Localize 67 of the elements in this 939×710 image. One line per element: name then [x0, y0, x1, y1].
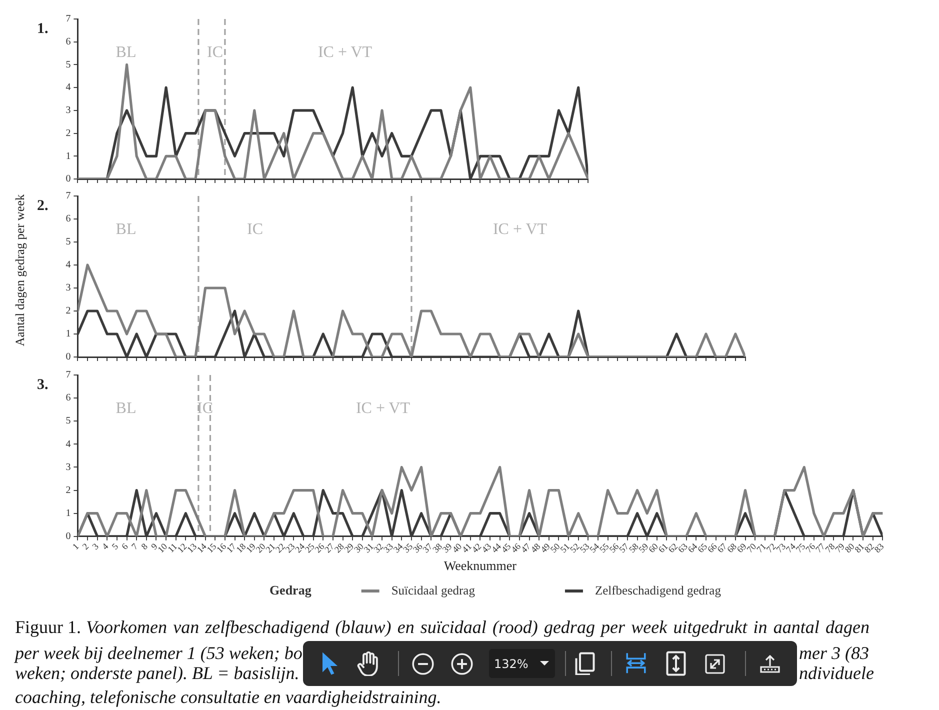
x-tick-label: 2: [80, 542, 91, 552]
annotation: IC + VT: [318, 44, 372, 62]
x-tick-label: 48: [528, 541, 543, 555]
x-tick-label: 75: [794, 541, 808, 555]
x-tick-label: 43: [480, 541, 494, 555]
annotation: IC: [207, 44, 223, 62]
annotation: BL: [116, 400, 136, 418]
y-tick-label: 1: [66, 508, 71, 520]
text: Voorkomen van zelfbeschadigend (blauw) en suïcidaal (rood) gedrag per week uitgedrukt in aantal dagen: [86, 617, 870, 637]
y-tick-label: 3: [66, 105, 71, 116]
x-tick-label: 52: [568, 542, 582, 555]
x-tick-label: 6: [120, 541, 130, 552]
y-tick-label: 0: [66, 174, 71, 185]
y-tick-label: 3: [66, 462, 71, 474]
y-tick-label: 2: [66, 485, 71, 496]
x-tick-label: 68: [725, 541, 739, 555]
x-tick-label: 8: [139, 541, 150, 552]
y-tick-label: 3: [66, 282, 71, 294]
y-tick-label: 6: [66, 36, 71, 48]
x-tick-label: 78: [823, 541, 838, 555]
x-tick-label: 3: [90, 541, 101, 552]
x-tick-label: 13: [185, 541, 199, 555]
y-tick-label: 1: [66, 328, 71, 340]
toolbar: 132%: [303, 641, 797, 686]
annotation: IC: [247, 222, 263, 238]
y-tick-label: 1: [66, 151, 71, 162]
y-axis-title: Aantal dagen gedrag per week: [12, 194, 27, 347]
legend-label: Zelfbeschadigend gedrag: [594, 584, 722, 598]
x-tick-label: 4: [100, 541, 111, 552]
y-tick-label: 0: [66, 531, 71, 542]
x-tick-label: 63: [676, 541, 690, 555]
y-tick-label: 4: [66, 82, 71, 94]
y-tick-label: 7: [66, 370, 71, 381]
x-tick-label: 5: [110, 541, 120, 552]
legend-label: Suïcidaal gedrag: [391, 584, 476, 598]
annotation: IC + VT: [492, 222, 548, 238]
annotation: IC: [197, 400, 213, 418]
annotation: BL: [116, 222, 136, 238]
x-tick-label: 65: [696, 541, 710, 555]
y-tick-label: 5: [66, 236, 71, 248]
y-tick-label: 2: [66, 128, 71, 140]
y-tick-label: 4: [66, 439, 71, 450]
chart-title: 2.: [37, 198, 48, 214]
text: Figuur 1.: [15, 617, 82, 637]
chart-title: 1.: [37, 21, 48, 38]
text: ndividuele: [799, 663, 874, 683]
y-tick-label: 7: [66, 14, 71, 25]
text: coaching, telefonische consultatie en vaardigheidstraining.: [15, 687, 442, 707]
y-tick-label: 6: [66, 392, 71, 404]
y-tick-label: 6: [66, 214, 71, 225]
annotation: BL: [116, 44, 136, 62]
text: mer 3 (83: [799, 643, 869, 663]
x-tick-label: 35: [401, 541, 415, 555]
text: per week bij deelnemer 1 (53 weken; bo: [15, 643, 302, 663]
x-axis-title: Weeknummer: [444, 558, 518, 574]
y-tick-label: 7: [66, 190, 71, 202]
x-tick-label: 33: [381, 541, 396, 555]
text: weken; onderste panel). BL = basislijn.: [15, 663, 300, 683]
chart-title: 3.: [37, 377, 48, 394]
y-tick-label: 5: [66, 416, 71, 428]
x-tick-label: 7: [129, 541, 140, 552]
annotation: IC + VT: [356, 400, 410, 418]
y-tick-label: 5: [66, 60, 71, 71]
y-tick-label: 2: [66, 306, 71, 317]
y-tick-label: 0: [66, 352, 71, 363]
legend-title: Gedrag: [269, 582, 312, 598]
y-tick-label: 4: [66, 260, 71, 271]
